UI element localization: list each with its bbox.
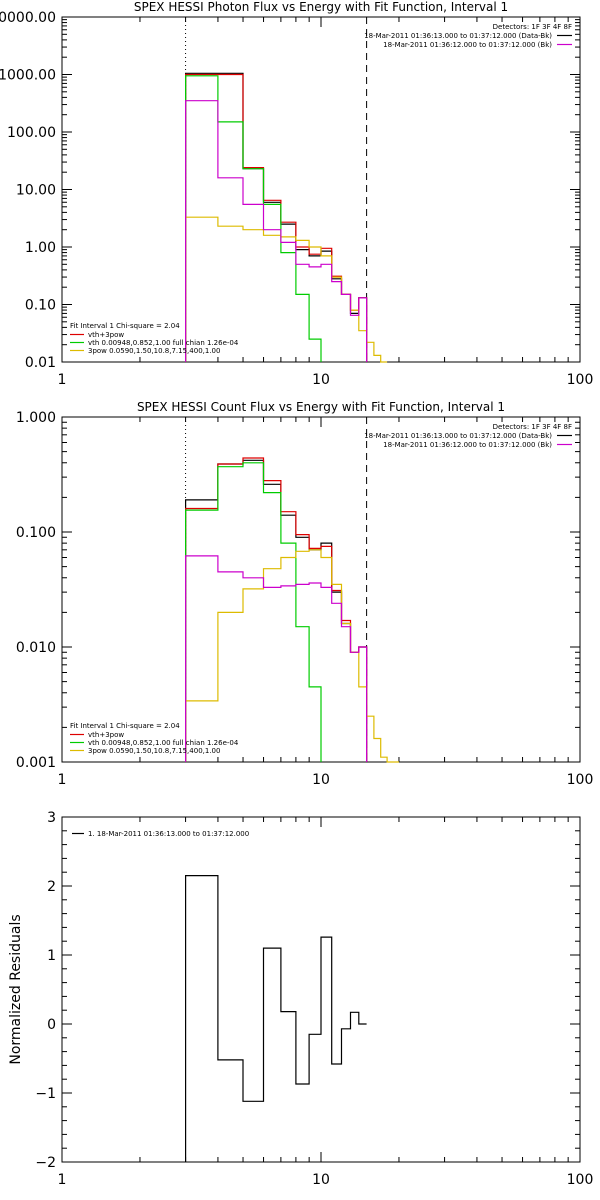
y-tick-label: 0 bbox=[47, 1017, 56, 1033]
x-tick-label: 100 bbox=[567, 372, 594, 388]
x-tick-label: 1 bbox=[58, 372, 67, 388]
series-line bbox=[185, 100, 368, 362]
series-line bbox=[185, 459, 368, 762]
y-tick-label: 100.00 bbox=[7, 125, 56, 141]
y-tick-label: −1 bbox=[35, 1086, 56, 1102]
x-tick-label: 10 bbox=[312, 1172, 330, 1188]
y-tick-label: 1.000 bbox=[16, 410, 56, 426]
legend-entry-label: 3pow 0.0590,1.50,10.8,7.15,400,1.00 bbox=[88, 347, 220, 355]
chart-title: SPEX HESSI Photon Flux vs Energy with Fi… bbox=[134, 0, 508, 14]
legend-entry-label: vth+3pow bbox=[88, 731, 124, 739]
legend-entry-label: vth 0.00948,0.852,1.00 full chian 1.26e-… bbox=[88, 739, 239, 747]
series-line bbox=[185, 555, 368, 762]
x-tick-label: 100 bbox=[567, 772, 594, 788]
y-tick-label: 1 bbox=[47, 948, 56, 964]
legend-fit-interval: Fit Interval 1 Chi-square = 2.04 bbox=[70, 722, 180, 730]
y-tick-label: 0.001 bbox=[16, 755, 56, 771]
series-line bbox=[185, 73, 368, 362]
legend-detectors: Detectors: 1F 3F 4F 8F bbox=[493, 23, 572, 31]
legend-fit-interval: Fit Interval 1 Chi-square = 2.04 bbox=[70, 322, 180, 330]
legend-entry-label: 3pow 0.0590,1.50,10.8,7.15,400,1.00 bbox=[88, 747, 220, 755]
series-line bbox=[185, 875, 367, 1162]
series-line bbox=[185, 457, 368, 762]
series-line bbox=[185, 75, 322, 362]
legend-entry-label: vth+3pow bbox=[88, 331, 124, 339]
x-tick-label: 1 bbox=[58, 772, 67, 788]
y-tick-label: 10.00 bbox=[16, 183, 56, 199]
series-line bbox=[185, 549, 399, 763]
legend-entry-label: vth 0.00948,0.852,1.00 full chian 1.26e-… bbox=[88, 339, 239, 347]
y-tick-label: 10000.00 bbox=[0, 10, 56, 26]
y-tick-label: 1000.00 bbox=[0, 68, 56, 84]
y-tick-label: 3 bbox=[47, 810, 56, 826]
y-tick-label: 0.10 bbox=[25, 298, 56, 314]
legend-entry-label: 18-Mar-2011 01:36:13.000 to 01:37:12.000… bbox=[364, 32, 552, 40]
y-tick-label: 0.01 bbox=[25, 355, 56, 371]
y-axis-label: Normalized Residuals bbox=[8, 914, 24, 1064]
y-tick-label: 2 bbox=[47, 879, 56, 895]
legend-entry-label: 18-Mar-2011 01:36:12.000 to 01:37:12.000… bbox=[383, 441, 552, 449]
y-tick-label: 0.010 bbox=[16, 640, 56, 656]
legend-entry-label: 18-Mar-2011 01:36:13.000 to 01:37:12.000… bbox=[364, 432, 552, 440]
legend-entry-label: 18-Mar-2011 01:36:12.000 to 01:37:12.000… bbox=[383, 41, 552, 49]
x-tick-label: 10 bbox=[312, 372, 330, 388]
legend-entry-label: 1. 18-Mar-2011 01:36:13.000 to 01:37:12.… bbox=[88, 830, 249, 838]
chart-title: SPEX HESSI Count Flux vs Energy with Fit… bbox=[137, 400, 505, 414]
x-tick-label: 100 bbox=[567, 1172, 594, 1188]
y-tick-label: −2 bbox=[35, 1155, 56, 1171]
x-tick-label: 1 bbox=[58, 1172, 67, 1188]
legend-detectors: Detectors: 1F 3F 4F 8F bbox=[493, 423, 572, 431]
y-tick-label: 1.00 bbox=[25, 240, 56, 256]
series-line bbox=[185, 462, 322, 762]
x-tick-label: 10 bbox=[312, 772, 330, 788]
y-tick-label: 0.100 bbox=[16, 525, 56, 541]
plot-frame bbox=[61, 16, 581, 363]
